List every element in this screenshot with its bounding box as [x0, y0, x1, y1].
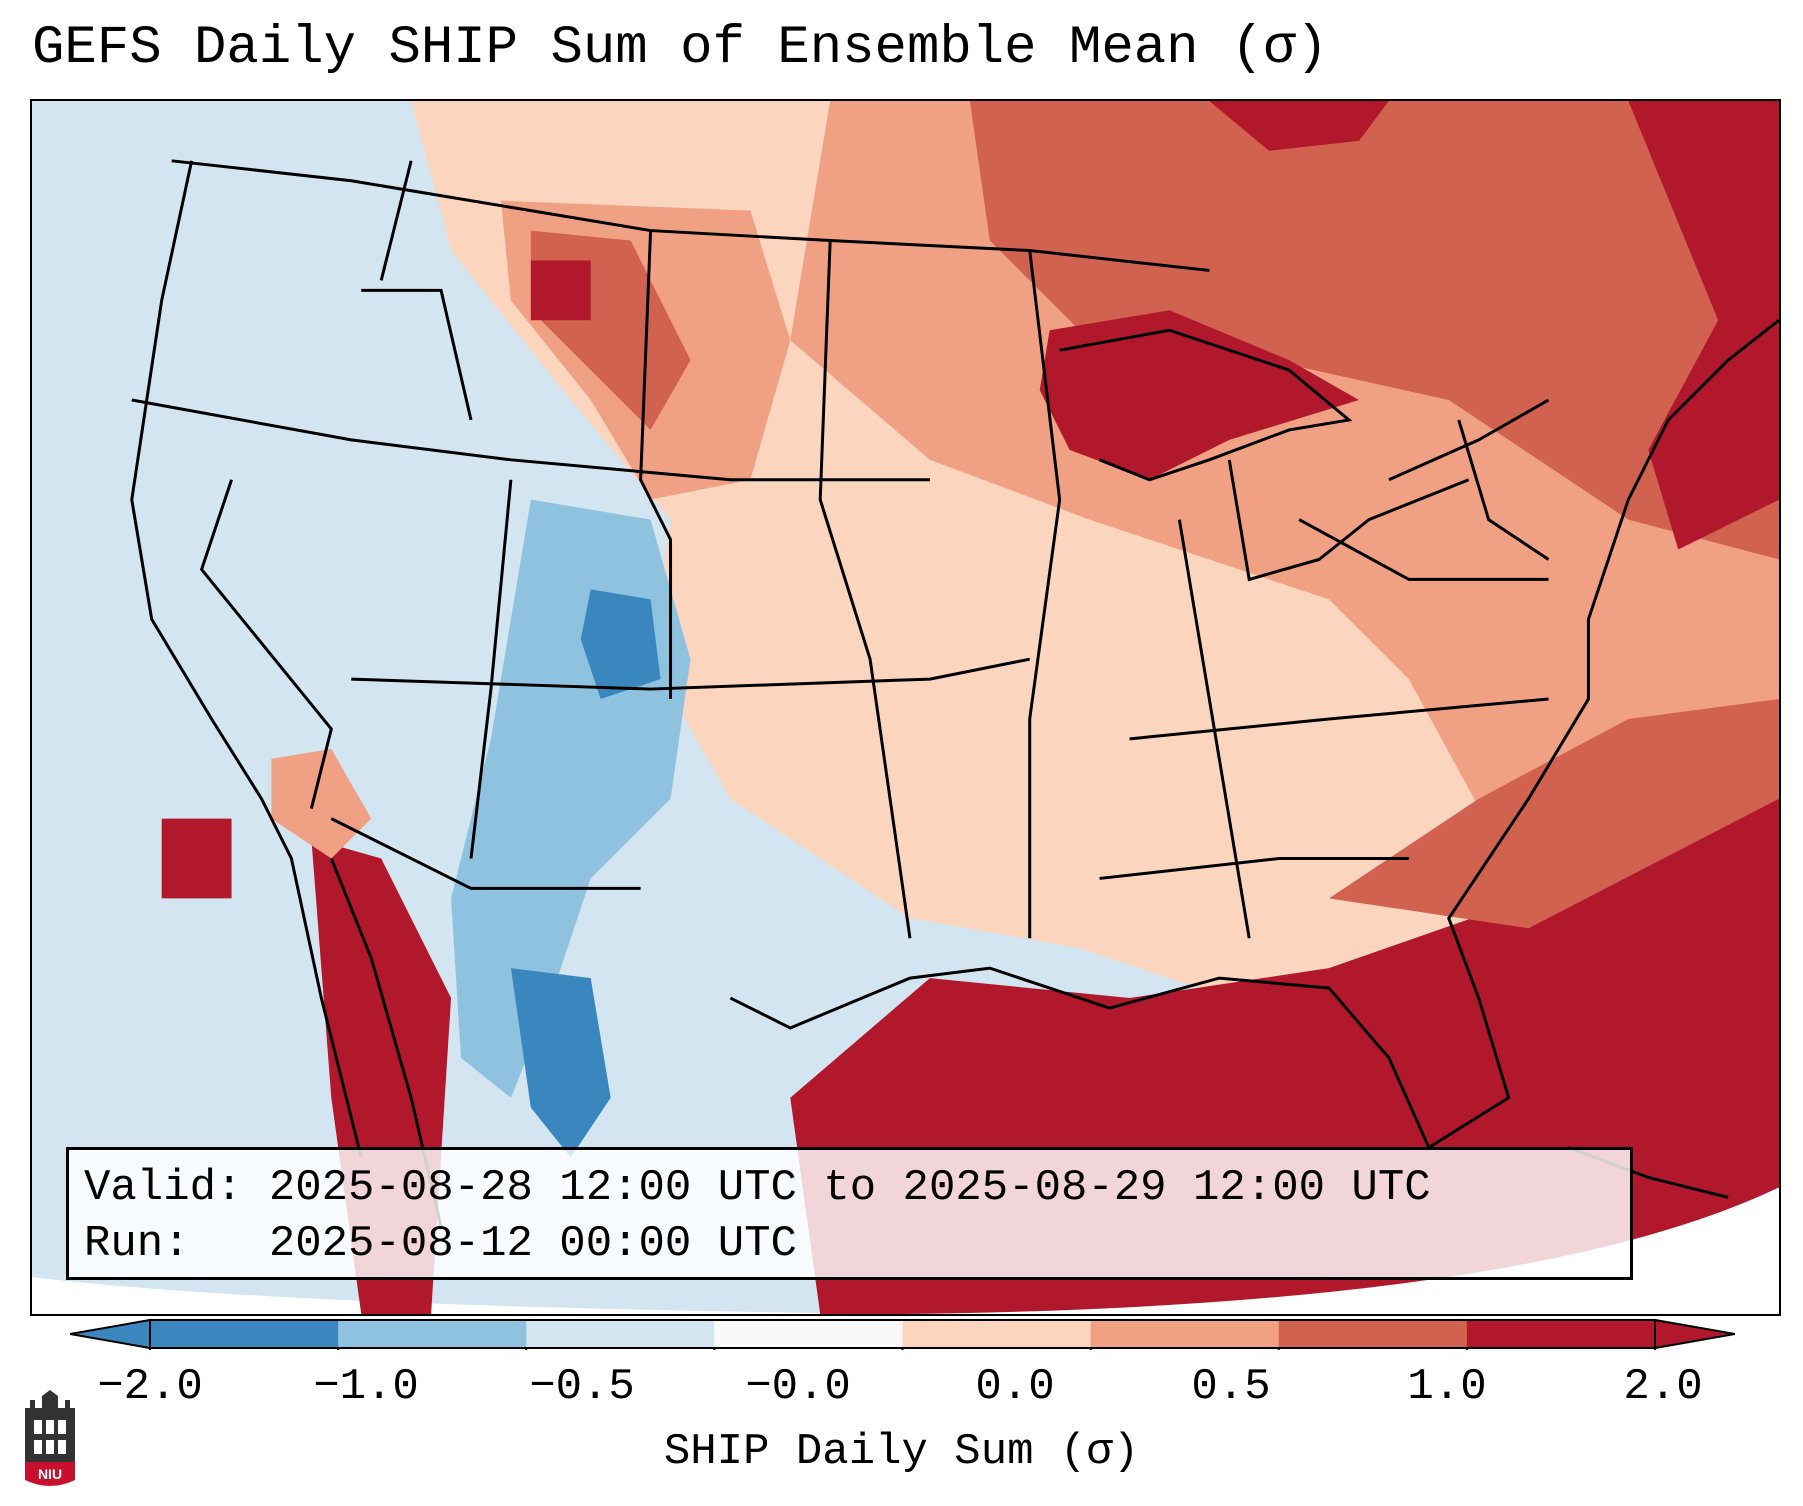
colorbar: [70, 1318, 1735, 1350]
colorbar-segment: [150, 1320, 339, 1348]
colorbar-extend-low: [70, 1318, 151, 1350]
anomaly-region-southeast: [1329, 699, 1779, 929]
colorbar-tick-label: −1.0: [313, 1362, 419, 1412]
colorbar-tick-label: −0.5: [529, 1362, 635, 1412]
colorbar-segment: [1466, 1320, 1656, 1348]
colorbar-tick-label: −2.0: [97, 1362, 203, 1412]
colorbar-segment: [338, 1320, 527, 1348]
colorbar-segment: [902, 1320, 1092, 1348]
colorbar-segment: [714, 1320, 903, 1348]
shield-icon: [25, 1462, 75, 1486]
anomaly-region-canada-core: [969, 101, 1779, 560]
niu-logo: [25, 1390, 75, 1486]
anomaly-region-hudson: [1209, 101, 1389, 151]
anomaly-map: [32, 101, 1779, 1314]
run-label: Run:: [84, 1219, 190, 1269]
colorbar-segment: [1278, 1320, 1468, 1348]
anomaly-region-pacific-spot: [161, 818, 232, 899]
colorbar-tick-label: 0.0: [975, 1362, 1055, 1412]
chart-title: GEFS Daily SHIP Sum of Ensemble Mean (σ): [32, 18, 1329, 79]
colorbar-tick-label: 0.5: [1191, 1362, 1271, 1412]
anomaly-region-northeast-atlantic: [1628, 101, 1779, 550]
anomaly-region-lake-superior: [1039, 310, 1359, 480]
valid-row: Valid: 2025-08-28 12:00 UTC to 2025-08-2…: [84, 1160, 1630, 1216]
colorbar-tick-label: −0.0: [745, 1362, 851, 1412]
valid-label: Valid:: [84, 1163, 243, 1213]
state-boundaries: [131, 159, 1550, 939]
colorbar-tick-label: 2.0: [1623, 1362, 1703, 1412]
run-value: 2025-08-12 00:00 UTC: [268, 1219, 797, 1269]
colorbar-segment: [526, 1320, 715, 1348]
colorbar-tick-label: 1.0: [1407, 1362, 1487, 1412]
colorbar-label: SHIP Daily Sum (σ): [663, 1427, 1140, 1477]
valid-value: 2025-08-28 12:00 UTC to 2025-08-29 12:00…: [268, 1163, 1431, 1213]
anomaly-region-sonora-core: [510, 968, 611, 1158]
anomaly-region-baja-margin: [271, 748, 372, 859]
colorbar-extend-high: [1654, 1318, 1735, 1350]
run-row: Run: 2025-08-12 00:00 UTC: [84, 1216, 1630, 1272]
valid-run-box: Valid: 2025-08-28 12:00 UTC to 2025-08-2…: [66, 1147, 1633, 1280]
niu-logo-text: NIU: [37, 1466, 63, 1482]
anomaly-region-colorado-core: [580, 589, 661, 700]
map-panel: [30, 99, 1781, 1316]
anomaly-region-idaho-peak: [530, 260, 591, 321]
colorbar-segment: [1090, 1320, 1280, 1348]
